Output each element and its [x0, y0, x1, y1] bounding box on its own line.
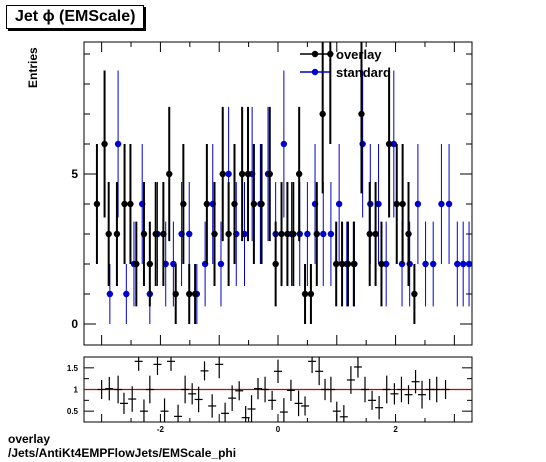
main-y-tick-label: 0 [71, 317, 78, 331]
standard-point [390, 140, 398, 148]
legend-marker-standard [311, 68, 319, 76]
ratio-tick-labels: 0.5 1 1.5 -2 0 2 [67, 364, 398, 434]
overlay-point [231, 200, 238, 208]
overlay-point [166, 170, 173, 178]
overlay-point [101, 140, 108, 148]
standard-point [327, 230, 335, 238]
overlay-point [313, 230, 320, 238]
standard-point [320, 230, 327, 238]
overlay-point [133, 260, 140, 268]
overlay-point [338, 260, 346, 268]
overlay-point [295, 170, 303, 178]
legend: overlay standard [300, 47, 391, 80]
overlay-point [278, 230, 285, 238]
overlay-point [172, 290, 179, 298]
legend-marker-overlay [311, 50, 319, 58]
standard-point [382, 260, 390, 268]
overlay-point [211, 230, 218, 238]
overlay-point [250, 200, 258, 208]
overlay-point [344, 260, 352, 268]
ratio-y-tick-label: 1 [74, 386, 79, 395]
overlay-point [411, 290, 418, 298]
overlay-point [152, 230, 159, 238]
overlay-point [301, 290, 309, 298]
overlay-point [405, 230, 412, 238]
overlay-point [307, 290, 315, 298]
standard-point [406, 260, 413, 268]
standard-point [465, 260, 473, 268]
standard-point [375, 200, 382, 208]
overlay-point [284, 230, 291, 238]
overlay-point [121, 200, 128, 208]
overlay-point [272, 260, 279, 268]
standard-point [445, 200, 453, 208]
standard-point [186, 230, 193, 238]
overlay-point [378, 260, 385, 268]
standard-point [422, 260, 429, 268]
standard-point [430, 260, 437, 268]
overlay-point [225, 230, 232, 238]
main-data-marks [93, 42, 473, 324]
overlay-point [327, 50, 334, 58]
overlay-point [186, 290, 193, 298]
ratio-x-tick-label: -2 [157, 425, 165, 434]
standard-point [359, 140, 366, 148]
overlay-point [238, 170, 246, 178]
main-tick-labels: 05 [71, 167, 78, 331]
overlay-point [290, 230, 297, 238]
overlay-point [366, 230, 373, 238]
overlay-point [146, 260, 154, 268]
legend-label-overlay: overlay [336, 47, 382, 62]
overlay-point [180, 200, 187, 208]
overlay-point [399, 200, 406, 208]
overlay-point [140, 230, 148, 238]
legend-label-standard: standard [336, 65, 391, 80]
caption-line-1: overlay [8, 432, 51, 446]
standard-point [459, 260, 467, 268]
ratio-y-tick-label: 0.5 [67, 407, 79, 416]
standard-point [106, 290, 114, 298]
plot-title: Jet ϕ (EMScale) [6, 5, 145, 29]
standard-point [454, 260, 461, 268]
overlay-point [160, 230, 167, 238]
standard-point [123, 290, 130, 298]
overlay-point [333, 260, 340, 268]
main-y-tick-label: 5 [71, 167, 78, 181]
overlay-point [258, 200, 265, 208]
overlay-point [319, 110, 326, 118]
overlay-point [393, 200, 400, 208]
overlay-point [203, 200, 211, 208]
ratio-x-tick-label: 0 [276, 425, 281, 434]
standard-point [414, 200, 422, 208]
standard-point [438, 200, 445, 208]
overlay-point [350, 260, 358, 268]
overlay-point [93, 200, 101, 208]
standard-point [304, 230, 311, 238]
overlay-point [127, 200, 134, 208]
overlay-point [105, 230, 112, 238]
standard-point [335, 200, 343, 208]
standard-point [114, 140, 122, 148]
ratio-x-tick-label: 2 [393, 425, 398, 434]
overlay-point [358, 110, 365, 118]
overlay-point [372, 230, 379, 238]
overlay-point [113, 230, 121, 238]
overlay-point [385, 140, 393, 148]
standard-point [280, 140, 288, 148]
caption-line-2: /Jets/AntiKt4EMPFlowJets/EMScale_phi [8, 446, 237, 460]
overlay-point [266, 170, 273, 178]
overlay-point [219, 170, 226, 178]
standard-point [217, 260, 225, 268]
ratio-data-marks [84, 357, 472, 422]
overlay-point [244, 170, 252, 178]
ratio-y-tick-label: 1.5 [67, 364, 79, 373]
standard-point [225, 170, 232, 178]
overlay-point [191, 290, 199, 298]
